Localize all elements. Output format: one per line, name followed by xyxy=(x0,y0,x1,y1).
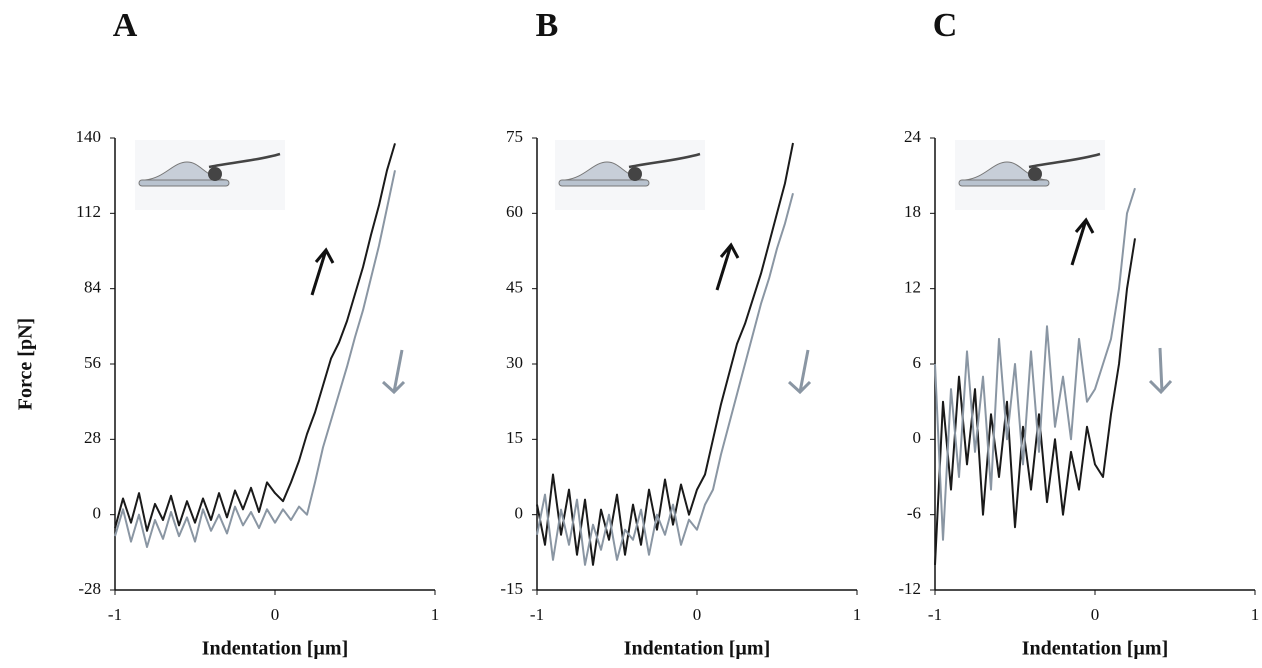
decorations xyxy=(310,217,1173,395)
force-curve xyxy=(114,170,396,548)
force-curve xyxy=(934,187,1136,541)
x-tick-label: 1 xyxy=(853,605,862,624)
y-tick-label: 6 xyxy=(913,353,922,372)
force-curve xyxy=(536,142,794,566)
y-tick-label: -15 xyxy=(500,579,523,598)
y-tick-label: 18 xyxy=(904,202,921,221)
approach-arrow xyxy=(1070,217,1095,266)
x-tick-label: 0 xyxy=(271,605,280,624)
x-tick-label: -1 xyxy=(108,605,122,624)
retract-arrow xyxy=(787,349,812,395)
y-tick-label: -6 xyxy=(907,504,921,523)
y-tick-label: -28 xyxy=(78,579,101,598)
inset-schematic xyxy=(135,140,285,210)
y-tick-label: 15 xyxy=(506,428,523,447)
panel: A -28 0 28 56 84 112 140 -1 0 1 Indentation [µm] For… xyxy=(15,7,440,660)
y-tick-label: 45 xyxy=(506,278,523,297)
y-tick-label: 56 xyxy=(84,353,101,372)
y-tick-label: 28 xyxy=(84,428,101,447)
x-tick-label: -1 xyxy=(928,605,942,624)
y-tick-label: 0 xyxy=(913,428,922,447)
panel-title: A xyxy=(113,7,138,44)
x-axis-label: Indentation [µm] xyxy=(1022,638,1169,660)
approach-arrow xyxy=(715,242,740,291)
x-tick-label: -1 xyxy=(530,605,544,624)
x-tick-label: 1 xyxy=(1251,605,1260,624)
retract-arrow xyxy=(1148,347,1173,395)
insets xyxy=(135,140,1105,210)
panel: B -15 0 15 30 45 60 75 -1 0 1 Indentation [µm] xyxy=(500,7,861,660)
y-tick-label: 84 xyxy=(84,278,102,297)
x-axis-label: Indentation [µm] xyxy=(202,638,349,660)
y-tick-label: 112 xyxy=(76,202,101,221)
retract-arrow xyxy=(381,349,406,395)
x-axis-label: Indentation [µm] xyxy=(624,638,771,660)
y-tick-label: 30 xyxy=(506,353,523,372)
approach-arrow xyxy=(310,247,335,296)
y-tick-label: 140 xyxy=(76,127,102,146)
inset-schematic xyxy=(955,140,1105,210)
y-tick-label: 0 xyxy=(515,504,524,523)
force-curve xyxy=(536,192,794,566)
x-tick-label: 0 xyxy=(693,605,702,624)
x-tick-label: 0 xyxy=(1091,605,1100,624)
force-curve xyxy=(934,238,1136,565)
x-tick-label: 1 xyxy=(431,605,440,624)
inset-schematic xyxy=(555,140,705,210)
y-tick-label: 24 xyxy=(904,127,922,146)
y-tick-label: -12 xyxy=(898,579,921,598)
y-tick-label: 60 xyxy=(506,202,523,221)
panel-title: C xyxy=(933,7,958,44)
y-axis-label: Force [pN] xyxy=(15,318,37,410)
panel: C -12 -6 0 6 12 18 24 -1 0 1 Indentation [µm] xyxy=(898,7,1259,660)
y-tick-label: 0 xyxy=(93,504,102,523)
y-tick-label: 75 xyxy=(506,127,523,146)
panel-title: B xyxy=(536,7,559,44)
force-curve xyxy=(114,143,396,532)
y-tick-label: 12 xyxy=(904,278,921,297)
